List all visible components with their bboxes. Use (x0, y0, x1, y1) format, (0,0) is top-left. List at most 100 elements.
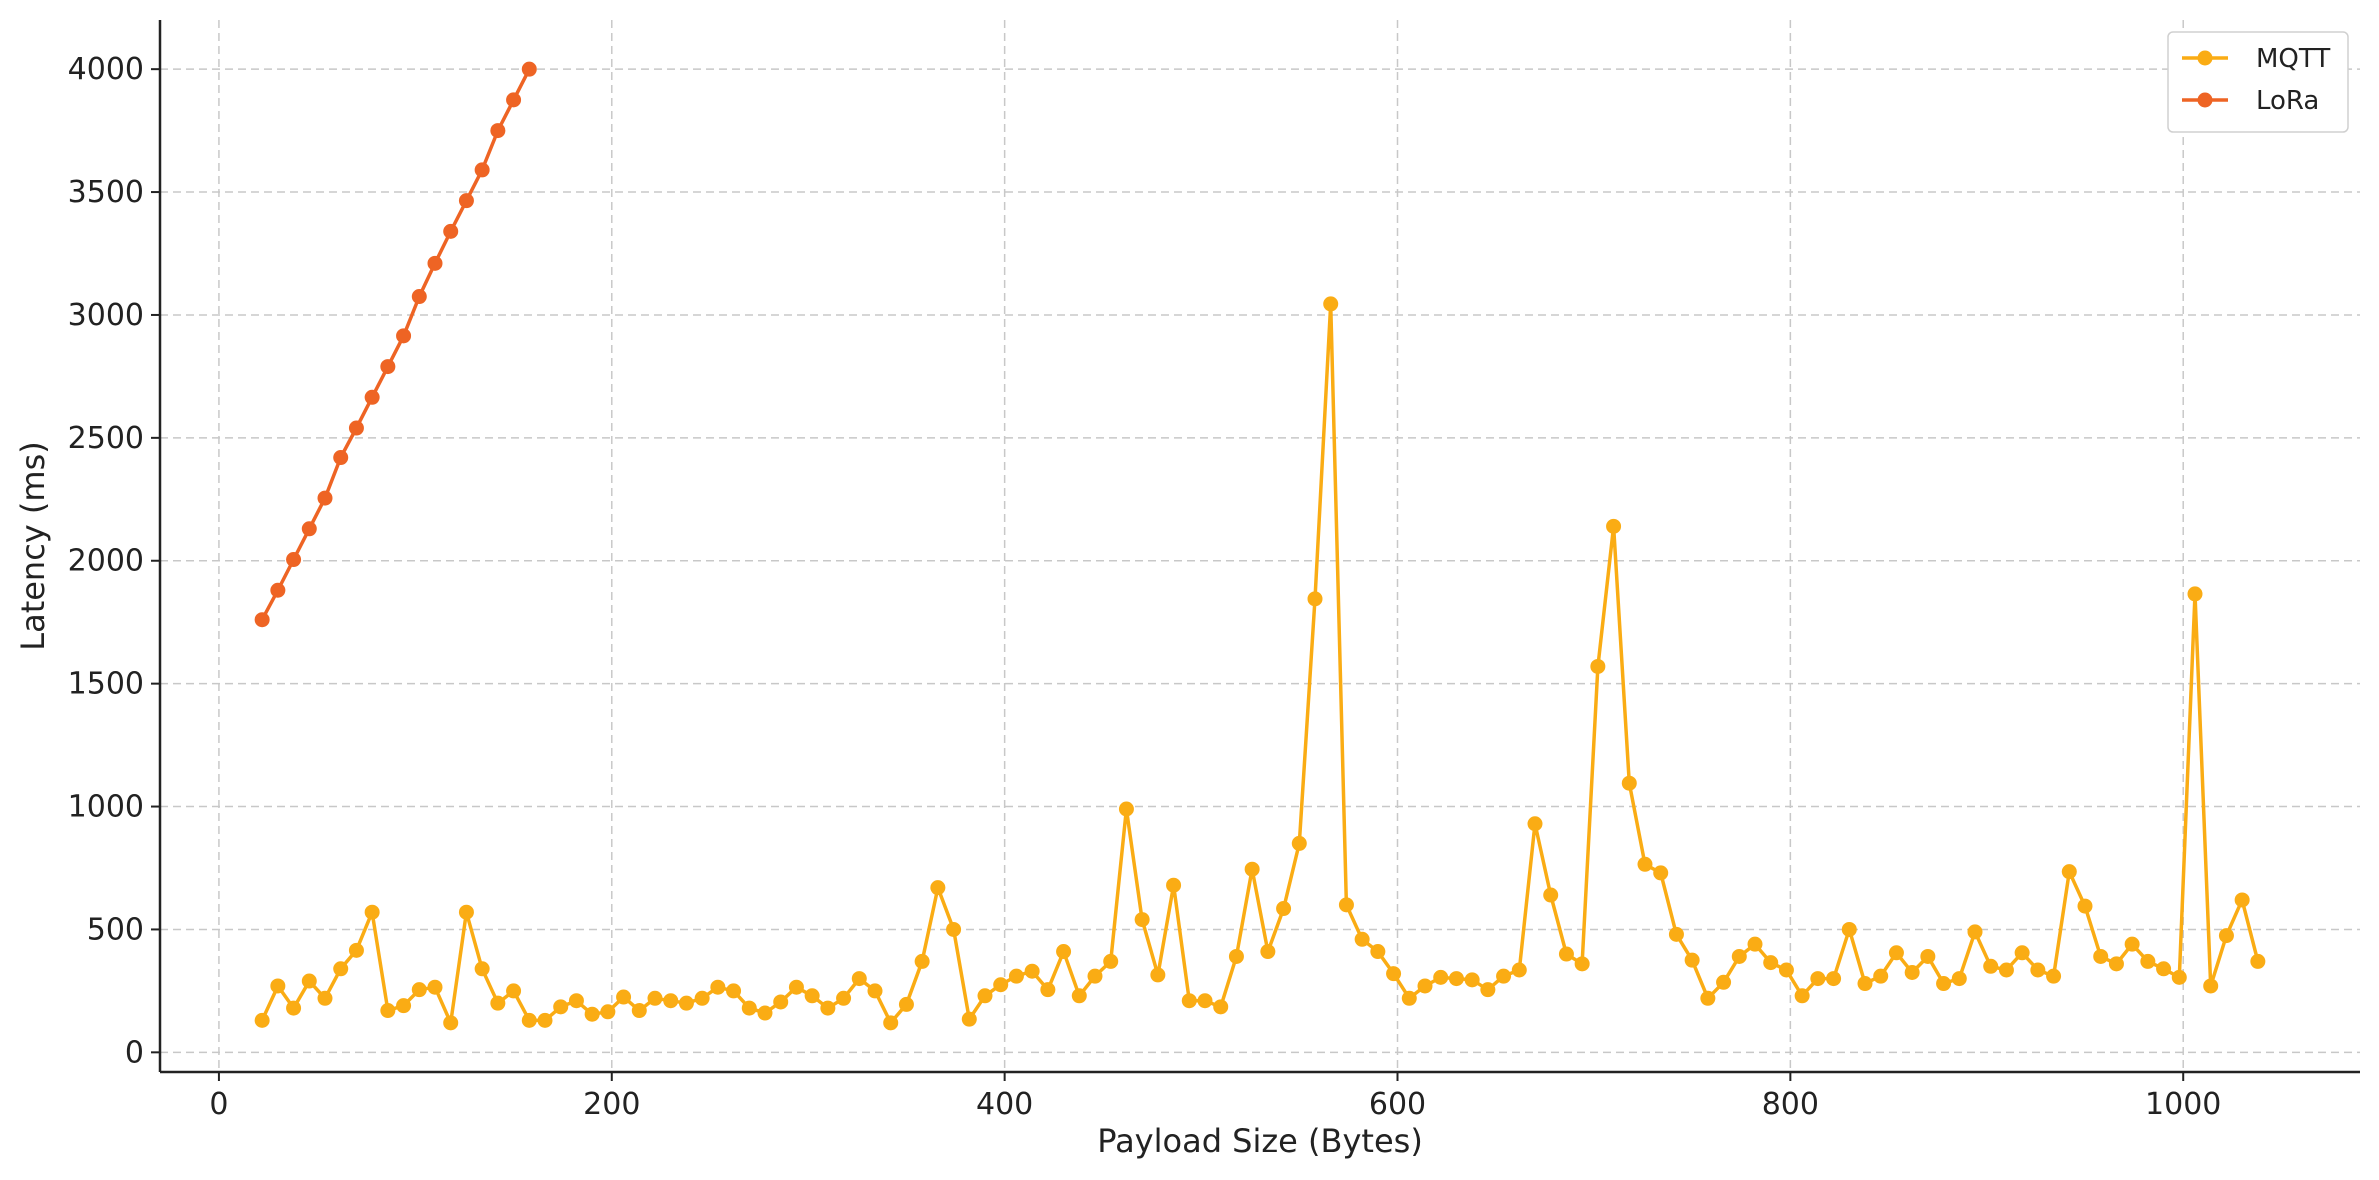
mqtt-point (773, 994, 789, 1010)
mqtt-point (317, 990, 333, 1006)
y-tick-label: 2000 (68, 544, 144, 579)
mqtt-point (741, 1000, 757, 1016)
mqtt-point (1166, 877, 1182, 893)
series-group (254, 61, 2266, 1031)
mqtt-point (851, 971, 867, 987)
mqtt-point (1794, 988, 1810, 1004)
mqtt-point (1024, 963, 1040, 979)
grid-lines (160, 20, 2360, 1072)
mqtt-point (2046, 968, 2062, 984)
mqtt-point (1480, 982, 1496, 998)
mqtt-point (364, 904, 380, 920)
lora-point (396, 328, 412, 344)
mqtt-point (1684, 952, 1700, 968)
mqtt-point (1621, 775, 1637, 791)
mqtt-point (2203, 978, 2219, 994)
lora-point (411, 289, 427, 305)
mqtt-point (1008, 968, 1024, 984)
mqtt-point (1857, 976, 1873, 992)
mqtt-point (2250, 953, 2266, 969)
mqtt-point (443, 1015, 459, 1031)
y-tick-label: 1500 (68, 667, 144, 702)
lora-point (380, 359, 396, 375)
mqtt-point (1087, 968, 1103, 984)
y-axis-ticks: 0 500 1000 1500 2000 2500 3000 3500 4000 (68, 52, 160, 1070)
mqtt-point (2156, 961, 2172, 977)
mqtt-point (930, 880, 946, 896)
mqtt-point (867, 983, 883, 999)
mqtt-point (1197, 993, 1213, 1009)
mqtt-point (1747, 936, 1763, 952)
y-tick-label: 2500 (68, 421, 144, 456)
mqtt-point (2124, 936, 2140, 952)
mqtt-point (1983, 958, 1999, 974)
mqtt-point (553, 999, 569, 1015)
x-tick-label: 800 (1762, 1087, 1819, 1122)
mqtt-point (1276, 901, 1292, 917)
y-tick-label: 3000 (68, 298, 144, 333)
legend-lora-marker (2197, 92, 2213, 108)
mqtt-point (1260, 944, 1276, 960)
mqtt-point (710, 979, 726, 995)
lora-point (348, 420, 364, 436)
mqtt-point (2061, 864, 2077, 880)
mqtt-point (474, 961, 490, 977)
mqtt-point (946, 921, 962, 937)
lora-line (260, 68, 531, 621)
mqtt-point (2108, 956, 2124, 972)
mqtt-point (1417, 978, 1433, 994)
mqtt-point (2093, 948, 2109, 964)
x-axis-label: Payload Size (Bytes) (1097, 1122, 1423, 1160)
mqtt-point (1244, 861, 1260, 877)
mqtt-point (1873, 968, 1889, 984)
mqtt-point (757, 1005, 773, 1021)
mqtt-point (1778, 962, 1794, 978)
mqtt-point (427, 979, 443, 995)
y-tick-label: 3500 (68, 175, 144, 210)
lora-point (458, 193, 474, 209)
mqtt-point (1637, 856, 1653, 872)
mqtt-point (1590, 658, 1606, 674)
mqtt-point (663, 993, 679, 1009)
mqtt-point (1496, 968, 1512, 984)
mqtt-point (1700, 990, 1716, 1006)
y-tick-label: 0 (125, 1035, 144, 1070)
lora-point (506, 92, 522, 108)
y-axis-label: Latency (ms) (14, 441, 52, 650)
mqtt-point (1118, 801, 1134, 817)
mqtt-point (883, 1015, 899, 1031)
mqtt-point (804, 988, 820, 1004)
mqtt-point (1810, 971, 1826, 987)
mqtt-point (678, 995, 694, 1011)
mqtt-point (1543, 887, 1559, 903)
mqtt-point (1904, 964, 1920, 980)
lora-point (317, 490, 333, 506)
legend-mqtt-label: MQTT (2256, 44, 2330, 74)
mqtt-point (2187, 586, 2203, 602)
mqtt-point (1841, 921, 1857, 937)
lora-point (364, 389, 380, 405)
lora-point (521, 61, 537, 77)
lora-point (301, 521, 317, 537)
mqtt-point (1511, 962, 1527, 978)
lora-point (474, 162, 490, 178)
mqtt-point (694, 990, 710, 1006)
mqtt-point (1716, 974, 1732, 990)
mqtt-point (1433, 969, 1449, 985)
mqtt-point (458, 904, 474, 920)
mqtt-point (2234, 892, 2250, 908)
mqtt-point (2077, 898, 2093, 914)
x-axis-ticks: 0 200 400 600 800 1000 (209, 1072, 2221, 1122)
mqtt-point (1936, 976, 1952, 992)
y-tick-label: 4000 (68, 52, 144, 87)
mqtt-point (1464, 972, 1480, 988)
mqtt-point (616, 989, 632, 1005)
mqtt-point (961, 1011, 977, 1027)
lora-point (490, 123, 506, 139)
mqtt-point (521, 1012, 537, 1028)
mqtt-point (584, 1006, 600, 1022)
mqtt-point (506, 983, 522, 999)
mqtt-point (726, 983, 742, 999)
mqtt-point (2140, 953, 2156, 969)
